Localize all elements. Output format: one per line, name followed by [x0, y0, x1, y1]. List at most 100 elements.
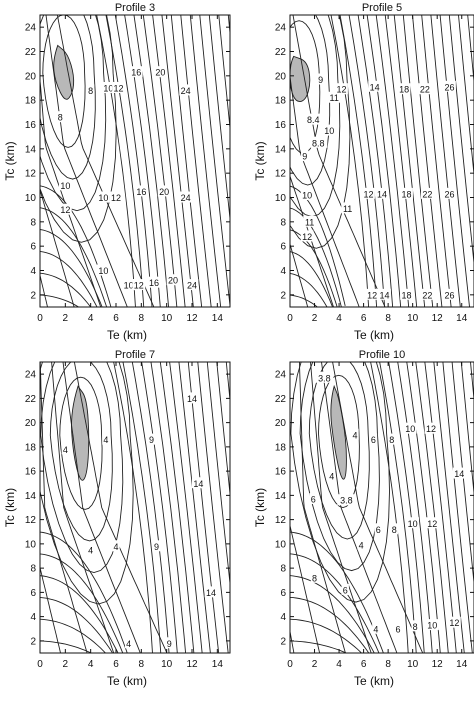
contour-vertical — [113, 362, 153, 653]
x-tick-label: 4 — [336, 659, 342, 670]
contour-vertical — [150, 362, 187, 653]
contour-label: 22 — [422, 290, 432, 300]
contour-lower — [290, 207, 342, 307]
contour-lower — [290, 229, 338, 307]
contour-vertical — [199, 15, 230, 307]
contour-label: 12 — [111, 193, 121, 203]
contour-vertical — [467, 15, 474, 86]
contour-label: 6 — [311, 495, 316, 505]
contour-open — [45, 15, 128, 307]
y-tick-label: 10 — [25, 539, 37, 550]
contour-label: 14 — [454, 469, 464, 479]
contour-vertical — [330, 15, 370, 307]
contour-label-bg — [86, 84, 95, 96]
contour-vertical — [169, 362, 203, 653]
contour-label-bg — [165, 637, 173, 649]
x-axis-label: Te (km) — [107, 674, 147, 688]
contour-label: 10 — [98, 193, 108, 203]
contour-label-bg — [102, 82, 115, 93]
contour-label-bg — [447, 616, 461, 628]
contour-label-bg — [327, 91, 341, 103]
contour-label: 10 — [98, 266, 108, 276]
contour-label-bg — [96, 191, 110, 203]
contour-label: 4 — [329, 471, 334, 481]
y-tick-label: 8 — [280, 217, 286, 228]
contour-open — [73, 362, 168, 653]
contour-vertical — [357, 15, 394, 307]
contour-vertical — [339, 15, 378, 307]
y-tick-label: 24 — [25, 370, 37, 381]
contour-label-bg — [102, 433, 110, 445]
contour-label: 6 — [371, 435, 376, 445]
y-tick-label: 14 — [275, 144, 287, 155]
contour-label-bg — [61, 443, 70, 455]
contour-label-bg — [400, 187, 413, 199]
contour-label: 8.8 — [312, 138, 325, 148]
contour-vertical — [458, 15, 474, 179]
y-tick-label: 16 — [25, 467, 37, 478]
y-tick-label: 22 — [25, 47, 37, 58]
contour-vertical — [189, 15, 222, 307]
contour-label-bg — [166, 274, 180, 286]
x-tick-label: 12 — [432, 659, 444, 670]
contour-open — [40, 362, 88, 653]
contour-lower — [290, 618, 363, 653]
y-tick-label: 2 — [280, 636, 286, 647]
x-tick-label: 0 — [37, 313, 43, 324]
y-tick-label: 16 — [25, 120, 37, 131]
contour-ring — [40, 15, 117, 243]
contour-lower — [40, 531, 128, 653]
contour-ring — [40, 362, 124, 573]
contour-label-bg — [86, 543, 95, 555]
contour-label: 14 — [379, 290, 389, 300]
contour-label: 10 — [60, 181, 70, 191]
contour-label-bg — [122, 279, 136, 291]
contour-open — [40, 188, 75, 307]
contour-label-bg — [301, 150, 309, 162]
contour-label-bg — [300, 189, 314, 201]
contour-label-bg — [397, 83, 411, 95]
y-tick-label: 4 — [280, 612, 286, 623]
contour-label: 12 — [134, 281, 144, 291]
x-tick-label: 6 — [361, 659, 367, 670]
plot-frame — [39, 14, 231, 308]
contour-ring — [308, 362, 370, 540]
contour-label-bg — [153, 66, 167, 78]
contour-open — [321, 362, 398, 653]
x-tick-label: 0 — [287, 659, 293, 670]
y-tick-label: 6 — [280, 588, 286, 599]
contour-label-bg — [303, 215, 317, 227]
contour-vertical — [415, 362, 449, 653]
contour-label: 12 — [302, 232, 312, 242]
contour-vertical — [384, 15, 418, 307]
contour-lower — [40, 229, 103, 307]
contour-label: 10 — [103, 84, 113, 94]
contour-label: 26 — [444, 189, 454, 199]
contour-ring — [59, 376, 103, 510]
y-tick-label: 14 — [25, 144, 37, 155]
contour-vertical — [451, 362, 474, 587]
contour-label: 8 — [413, 622, 418, 632]
contour-label: 8 — [88, 86, 93, 96]
y-axis-label: Tc (km) — [3, 488, 17, 527]
y-tick-label: 10 — [275, 539, 287, 550]
contour-label-bg — [204, 586, 218, 598]
contour-label: 10 — [124, 281, 134, 291]
contour-label-bg — [309, 493, 318, 505]
contour-label-bg — [310, 571, 319, 583]
contour-label-bg — [362, 187, 375, 199]
x-tick-label: 12 — [432, 313, 444, 324]
contour-open — [62, 362, 141, 653]
contour-label: 8 — [389, 435, 394, 445]
contour-label: 14 — [187, 394, 197, 404]
contour-ring — [40, 15, 107, 212]
contour-ring — [290, 15, 351, 249]
contour-label: 4 — [373, 624, 378, 634]
x-tick-label: 10 — [407, 659, 419, 670]
contour-vertical — [402, 15, 434, 307]
contour-label-bg — [132, 279, 146, 291]
y-tick-label: 4 — [30, 612, 36, 623]
contour-label: 9 — [167, 639, 172, 649]
contour-vertical — [124, 15, 161, 307]
contour-label-bg — [147, 276, 161, 288]
